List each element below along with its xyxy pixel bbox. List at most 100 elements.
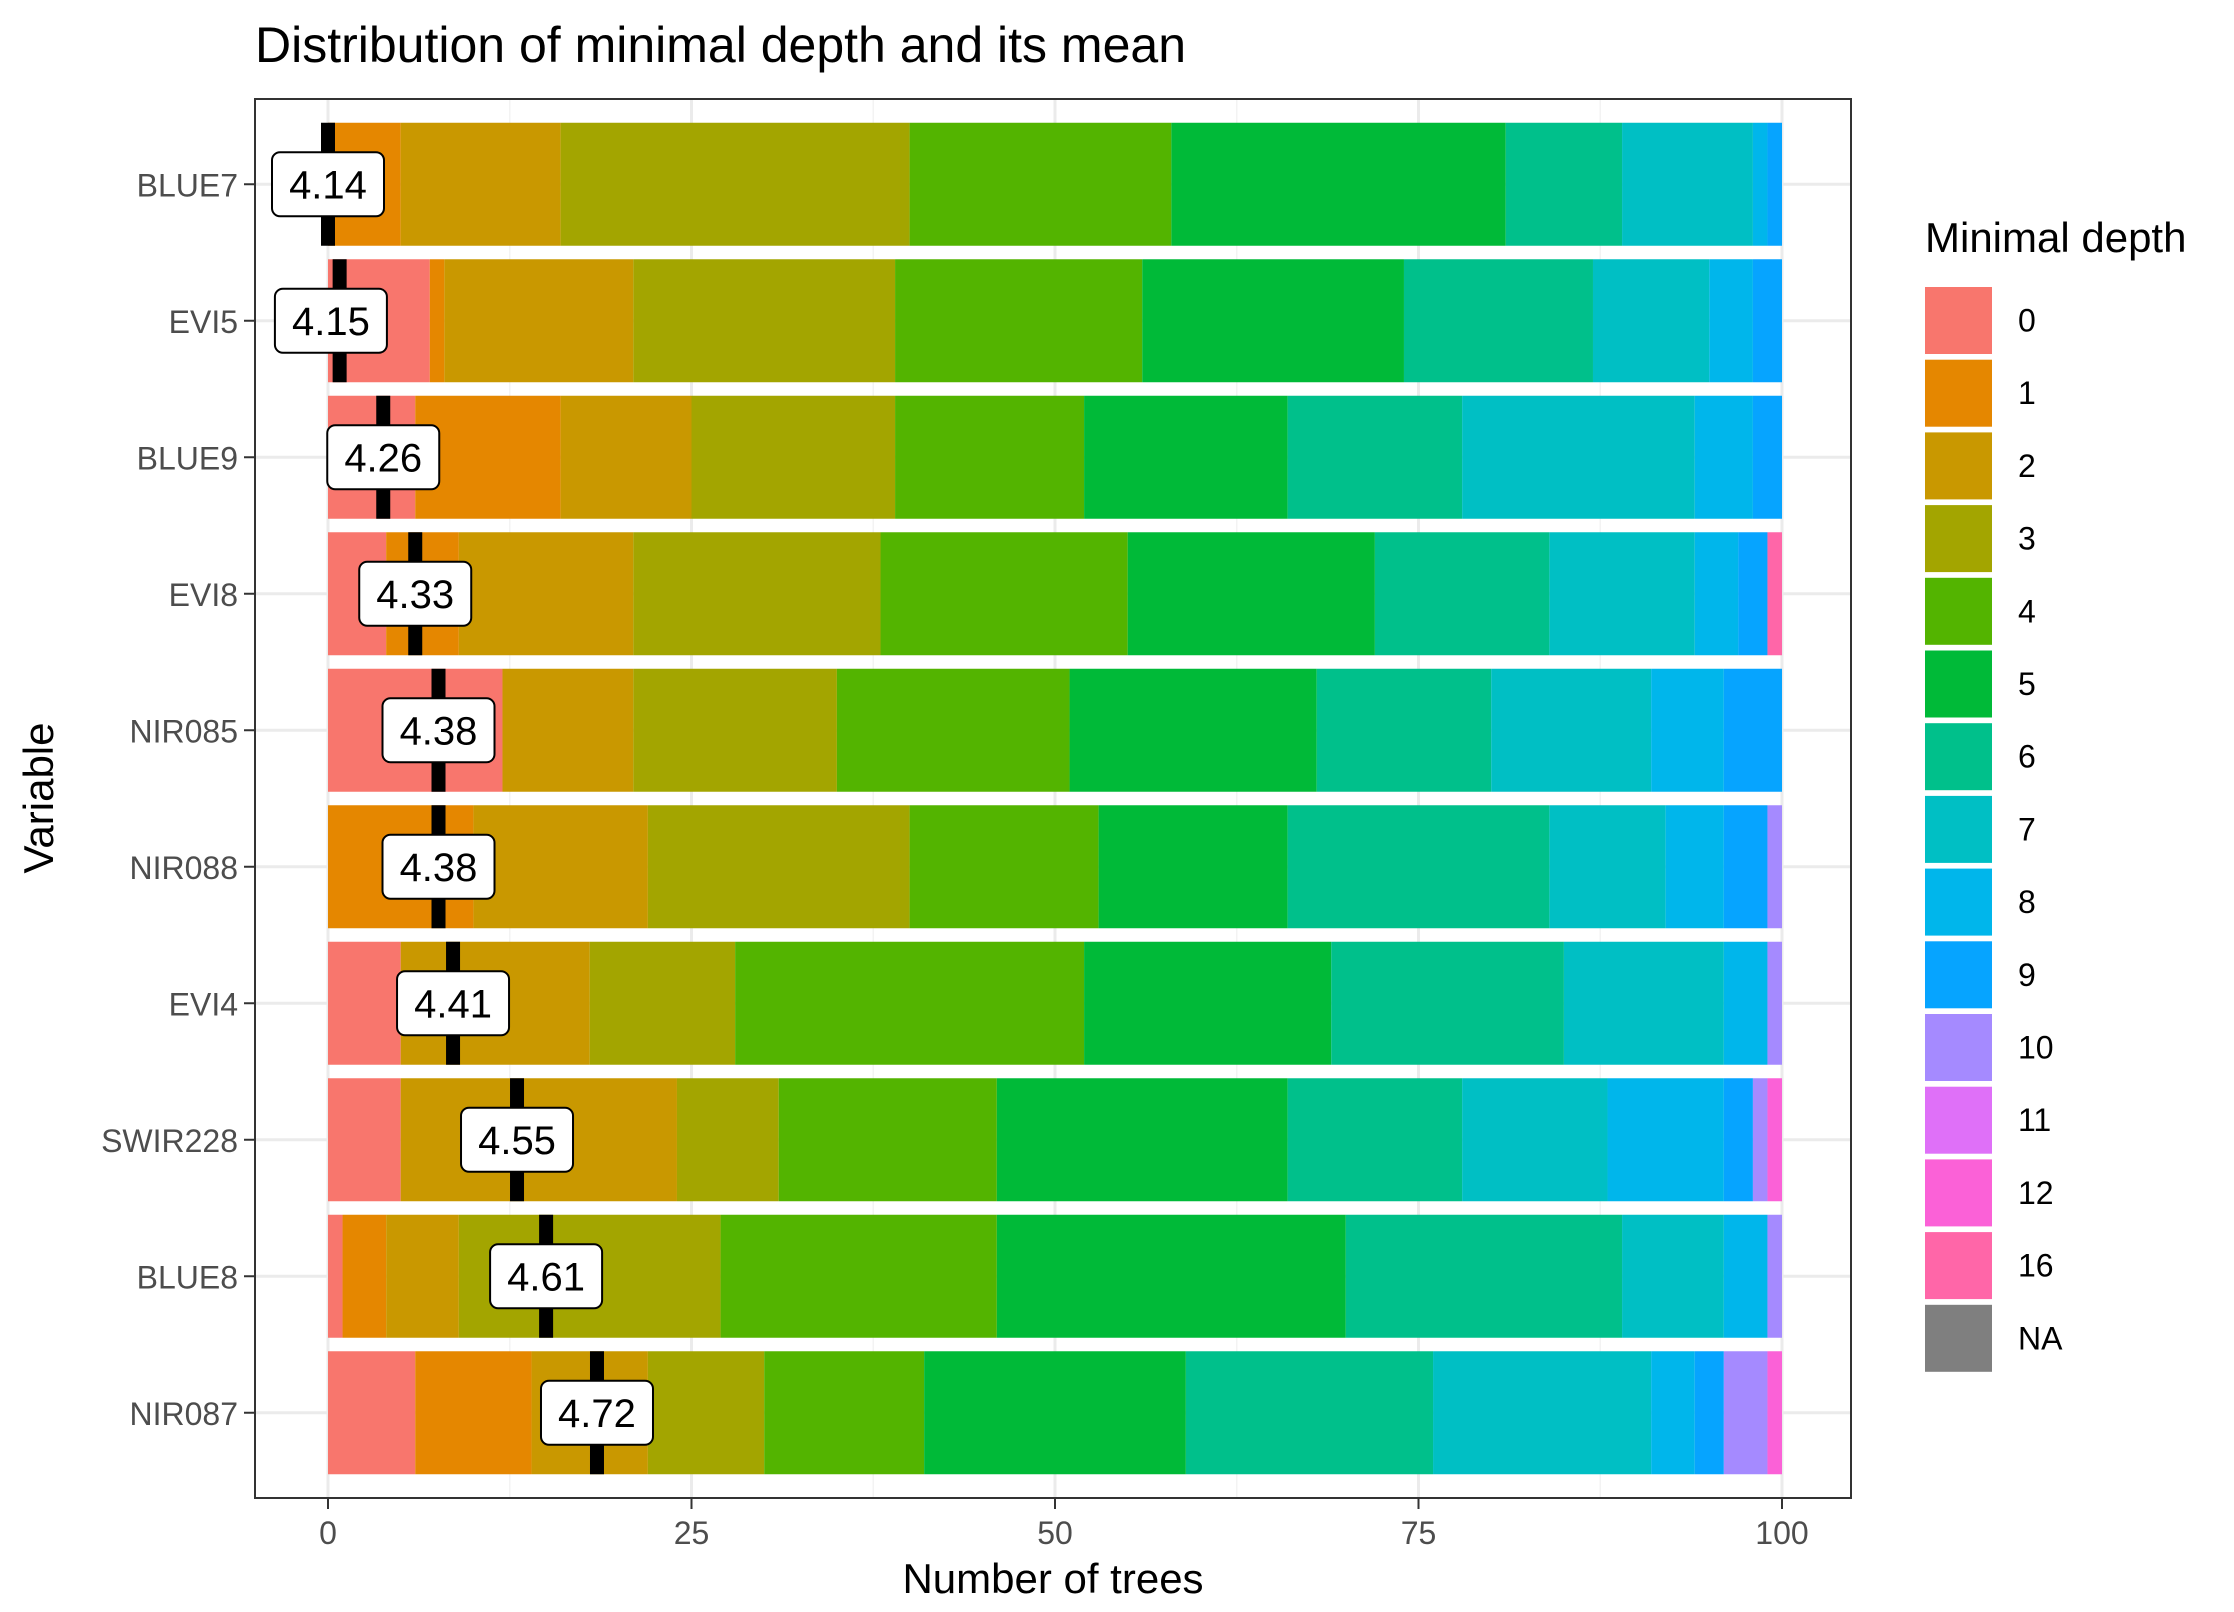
- legend-title: Minimal depth: [1925, 214, 2186, 261]
- bar-segment-depth-10: [1767, 1214, 1782, 1338]
- y-tick-label: BLUE8: [137, 1259, 238, 1295]
- bar-segment-depth-2: [473, 805, 648, 929]
- bar-segment-depth-7: [1433, 1351, 1652, 1475]
- bar-segment-depth-0: [328, 1351, 416, 1475]
- bar-segment-depth-0: [328, 1214, 343, 1338]
- mean-label: 4.38: [400, 709, 478, 753]
- x-axis: 0 25 50 75 100: [319, 1498, 1809, 1551]
- bar-segment-depth-4: [836, 668, 1070, 792]
- bar-segment-depth-6: [1345, 1214, 1623, 1338]
- bar-segment-depth-9: [1723, 668, 1782, 792]
- legend-label: 11: [2018, 1102, 2051, 1138]
- mean-markers: 4.14 4.15 4.26 4.33 4.38 4.38 4.41 4.55 4.61 4.72: [271, 122, 654, 1475]
- bar-row-evi5: [328, 259, 1782, 383]
- bar-row-nir085: [328, 668, 1782, 792]
- bar-segment-depth-7: [1622, 1214, 1724, 1338]
- bar-segment-depth-12: [1767, 1078, 1782, 1202]
- bar-row-evi8: [328, 532, 1782, 656]
- legend-swatch: [1925, 795, 1992, 863]
- mean-label-box: [326, 424, 441, 491]
- bar-segment-depth-16: [1767, 532, 1782, 656]
- mean-label: 4.61: [507, 1255, 585, 1299]
- bar-segment-depth-5: [996, 1078, 1288, 1202]
- mean-label-box: [381, 833, 496, 900]
- legend-swatch: [1925, 1086, 1992, 1154]
- legend-swatch: [1925, 432, 1992, 500]
- legend-item: 1: [1925, 359, 2036, 427]
- mean-label-box: [358, 560, 473, 627]
- y-tick-label: BLUE7: [137, 167, 238, 203]
- bar-segment-depth-2: [458, 532, 634, 656]
- bar-segment-depth-7: [1592, 259, 1710, 383]
- legend-item: 12: [1925, 1159, 2054, 1227]
- bar-segment-depth-8: [1723, 941, 1768, 1065]
- bar-row-evi4: [328, 941, 1782, 1065]
- bar-segment-depth-3: [560, 122, 910, 246]
- bar-segment-depth-10: [1752, 1078, 1768, 1202]
- mean-label: 4.33: [376, 573, 454, 617]
- legend-label: 4: [2018, 593, 2036, 629]
- bar-segment-depth-1: [429, 259, 445, 383]
- bar-segment-depth-8: [1607, 1078, 1724, 1202]
- bar-segment-depth-4: [764, 1351, 925, 1475]
- x-tick-label: 0: [319, 1515, 337, 1551]
- legend-swatch: [1925, 1304, 1992, 1372]
- bar-segment-depth-3: [633, 668, 837, 792]
- bar-segment-depth-3: [676, 1078, 779, 1202]
- mean-label-box: [460, 1106, 575, 1173]
- legend-label: 5: [2018, 666, 2036, 702]
- y-tick-label: EVI5: [169, 304, 238, 340]
- bar-segment-depth-9: [1723, 805, 1768, 929]
- bar-segment-depth-4: [909, 805, 1099, 929]
- legend-label: 8: [2018, 884, 2036, 920]
- bar-segment-depth-2: [444, 259, 634, 383]
- mean-label-box: [539, 1379, 654, 1446]
- bar-segment-depth-3: [647, 805, 910, 929]
- bar-segment-depth-8: [1651, 1351, 1695, 1475]
- bar-segment-depth-6: [1287, 805, 1550, 929]
- bar-segment-depth-9: [1723, 1078, 1753, 1202]
- y-tick-label: EVI4: [169, 986, 238, 1022]
- legend-item: 0: [1925, 287, 2036, 354]
- bar-row-nir087: [328, 1351, 1782, 1475]
- bar-segment-depth-5: [1069, 668, 1317, 792]
- bar-segment-depth-8: [1694, 532, 1739, 656]
- bar-segment-depth-4: [880, 532, 1128, 656]
- bar-segment-depth-6: [1316, 668, 1492, 792]
- y-axis-title: Variable: [15, 723, 62, 874]
- bar-segment-depth-7: [1462, 1078, 1608, 1202]
- legend-item: 16: [1925, 1232, 2054, 1300]
- bar-segment-depth-6: [1287, 395, 1463, 519]
- x-tick-label: 50: [1037, 1515, 1073, 1551]
- bar-segment-depth-7: [1622, 122, 1753, 246]
- bar-segment-depth-9: [1752, 395, 1782, 519]
- mean-label-box: [381, 697, 496, 764]
- bar-segment-depth-4: [909, 122, 1172, 246]
- legend-swatch: [1925, 359, 1992, 427]
- bar-segment-depth-5: [924, 1351, 1186, 1475]
- legend-label: 2: [2018, 448, 2036, 484]
- legend-swatch: [1925, 1232, 1992, 1300]
- mean-label: 4.72: [558, 1392, 636, 1436]
- bar-segment-depth-7: [1462, 395, 1695, 519]
- plot-panel-border: [254, 98, 1852, 1499]
- bar-segment-depth-5: [1142, 259, 1404, 383]
- legend-label: 12: [2018, 1175, 2054, 1211]
- bar-segment-depth-5: [996, 1214, 1346, 1338]
- mean-label-box: [489, 1243, 604, 1310]
- bar-segment-depth-7: [1549, 805, 1666, 929]
- bar-segment-depth-10: [1767, 805, 1782, 929]
- bar-segment-depth-10: [1723, 1351, 1768, 1475]
- bar-segment-depth-3: [691, 395, 896, 519]
- bar-row-blue9: [328, 395, 1782, 519]
- bar-segment-depth-7: [1563, 941, 1724, 1065]
- x-tick-label: 75: [1401, 1515, 1437, 1551]
- legend-item: 3: [1925, 505, 2036, 573]
- chart-title: Distribution of minimal depth and its me…: [255, 17, 1186, 73]
- bar-segment-depth-8: [1651, 668, 1724, 792]
- bar-row-blue8: [328, 1214, 1782, 1338]
- legend-item: NA: [1925, 1304, 2063, 1372]
